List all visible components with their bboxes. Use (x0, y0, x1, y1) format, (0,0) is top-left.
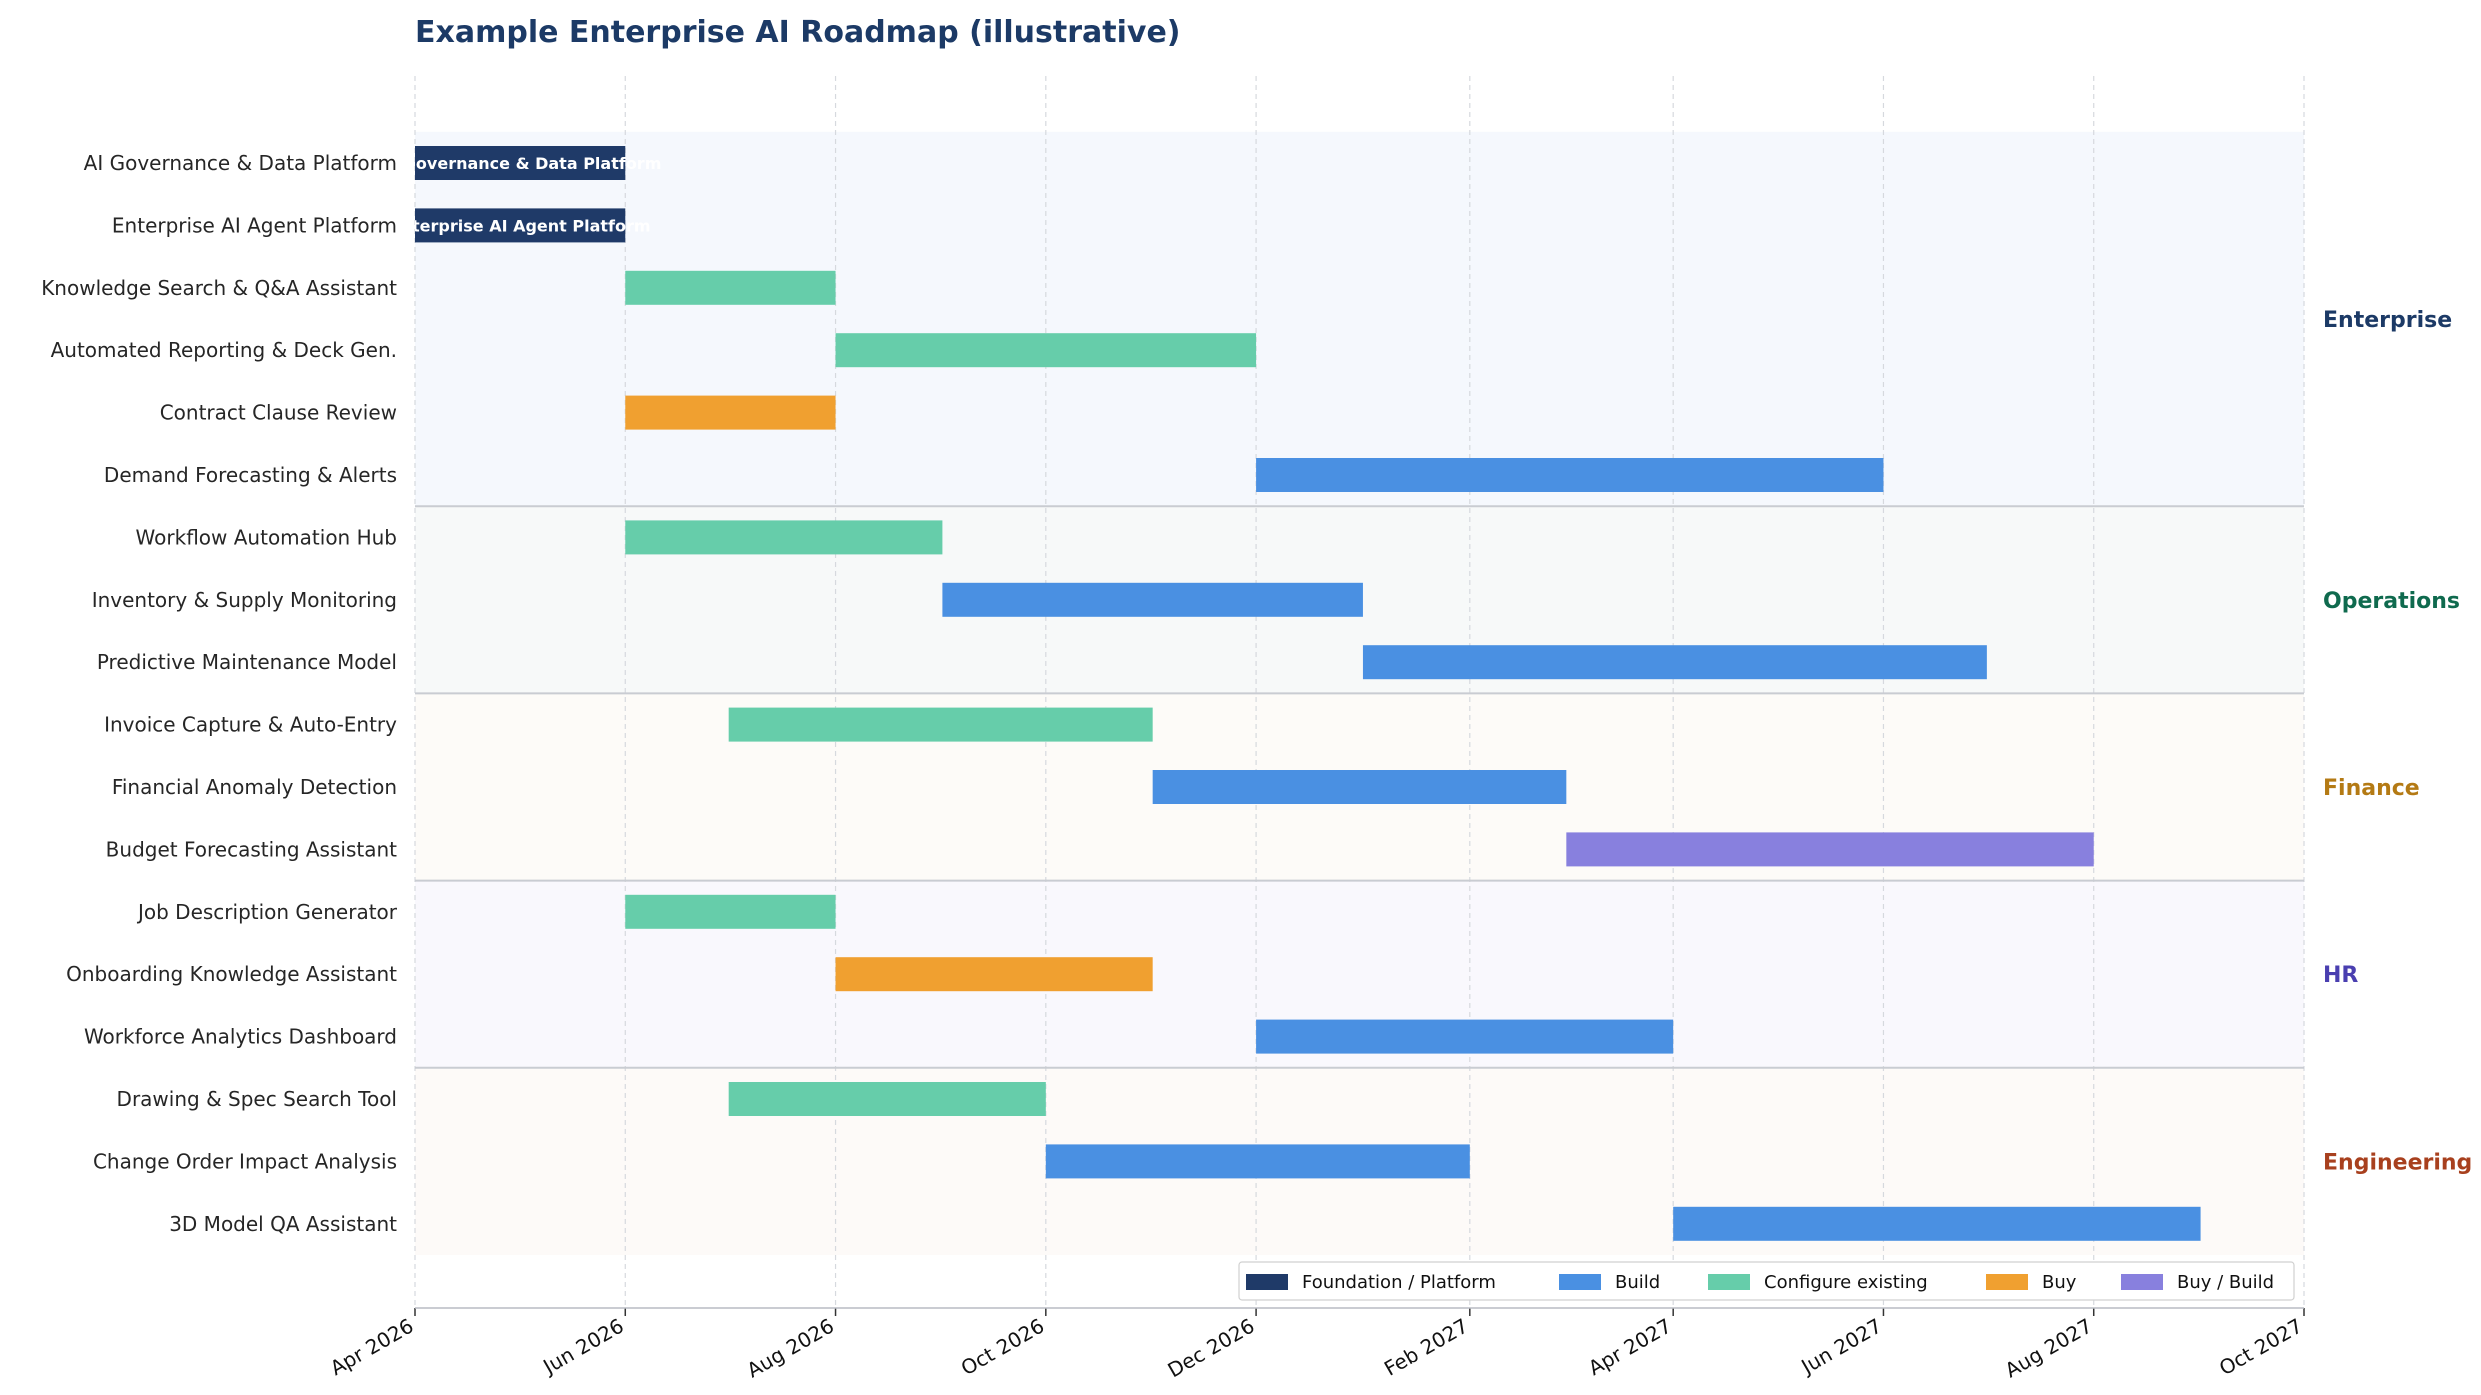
legend-label: Buy / Build (2177, 1272, 2274, 1293)
task-bar (1673, 1206, 2201, 1241)
x-tick-label: Oct 2026 (957, 1314, 1049, 1381)
x-tick-label: Jun 2026 (537, 1314, 627, 1380)
task-bar (1256, 1019, 1674, 1054)
task-bar (728, 707, 1153, 742)
group-label-3: HR (2323, 963, 2358, 988)
group-labels: Enterprise Operations Finance HR Engineering (2323, 308, 2472, 1175)
legend-swatch (2121, 1274, 2163, 1290)
x-tick-label: Feb 2027 (1380, 1314, 1472, 1381)
row-label: Onboarding Knowledge Assistant (66, 962, 397, 986)
bar-labels: AI Governance & Data Platform Enterprise … (379, 154, 661, 235)
task-bar (415, 146, 626, 180)
row-label: 3D Model QA Assistant (169, 1212, 397, 1236)
row-labels: AI Governance & Data Platform Enterprise … (41, 151, 398, 1236)
task-bar (942, 582, 1363, 617)
legend-box (1238, 1261, 2295, 1301)
row-label: Contract Clause Review (160, 401, 397, 425)
task-bar (625, 894, 836, 929)
row-label: Invoice Capture & Auto-Entry (104, 713, 397, 737)
row-label: Budget Forecasting Assistant (106, 837, 397, 861)
row-label: Automated Reporting & Deck Gen. (51, 338, 397, 362)
task-bar (415, 208, 626, 243)
group-label-1: Operations (2323, 589, 2460, 614)
group-separators (415, 505, 2304, 1069)
row-label: Enterprise AI Agent Platform (112, 213, 397, 237)
task-bar (1566, 832, 2094, 867)
bar-label: Enterprise AI Agent Platform (390, 216, 651, 235)
x-tick-label: Apr 2026 (326, 1314, 418, 1381)
group-label-4: Engineering (2323, 1150, 2472, 1175)
x-tick-label: Aug 2026 (743, 1314, 838, 1383)
group-band-0 (415, 131, 2304, 507)
x-tick-label: Dec 2026 (1163, 1314, 1258, 1383)
task-bar (1152, 770, 1567, 804)
task-bar (625, 395, 836, 430)
legend: Foundation / Platform Build Configure exis… (1238, 1261, 2295, 1301)
task-bar (625, 270, 836, 305)
task-bar (625, 520, 943, 555)
bar-label: AI Governance & Data Platform (379, 154, 661, 173)
task-bar (728, 1082, 1046, 1116)
x-tick-label: Apr 2027 (1584, 1314, 1676, 1381)
legend-label: Configure existing (1764, 1272, 1928, 1293)
task-bar (1256, 458, 1884, 492)
legend-label: Foundation / Platform (1302, 1272, 1496, 1293)
row-label: Inventory & Supply Monitoring (92, 588, 397, 612)
legend-swatch (1246, 1274, 1288, 1290)
task-bar (835, 957, 1153, 992)
row-label: Change Order Impact Analysis (93, 1149, 397, 1173)
task-bars (415, 146, 2201, 1241)
task-bar (835, 333, 1257, 368)
row-label: Job Description Generator (136, 900, 398, 924)
group-label-2: Finance (2323, 776, 2420, 801)
row-label: Workflow Automation Hub (136, 525, 397, 549)
x-tick-label: Jun 2027 (1796, 1314, 1886, 1380)
x-tick-label: Aug 2027 (2001, 1314, 2096, 1383)
row-label: Drawing & Spec Search Tool (117, 1087, 397, 1111)
row-label: AI Governance & Data Platform (84, 151, 397, 175)
legend-label: Buy (2042, 1272, 2077, 1293)
task-bar (1362, 645, 1987, 680)
row-label: Workforce Analytics Dashboard (84, 1025, 397, 1049)
row-label: Predictive Maintenance Model (97, 650, 397, 674)
x-tick-label: Oct 2027 (2215, 1314, 2307, 1381)
legend-swatch (1708, 1274, 1750, 1290)
row-label: Financial Anomaly Detection (112, 775, 397, 799)
group-label-0: Enterprise (2323, 308, 2452, 333)
row-label: Demand Forecasting & Alerts (104, 463, 397, 487)
legend-swatch (1986, 1274, 2028, 1290)
task-bar (1045, 1144, 1470, 1179)
legend-swatch (1559, 1274, 1601, 1290)
x-axis: Apr 2026 Jun 2026 Aug 2026 Oct 2026 Dec 2026… (326, 1307, 2307, 1383)
chart-title: Example Enterprise AI Roadmap (illustrat… (415, 15, 1181, 50)
legend-label: Build (1615, 1272, 1660, 1293)
row-label: Knowledge Search & Q&A Assistant (41, 276, 397, 300)
